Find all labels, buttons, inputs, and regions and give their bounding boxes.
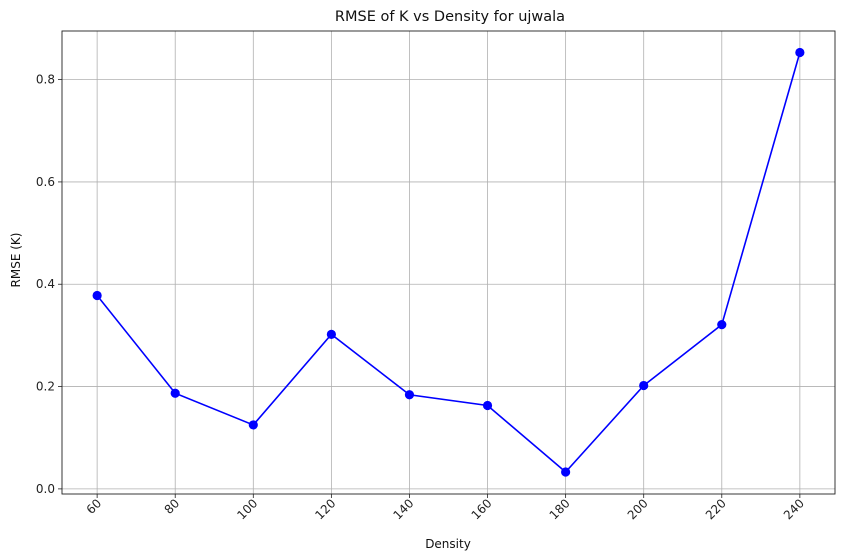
data-point [170, 388, 180, 398]
y-tick-label: 0.2 [36, 380, 55, 394]
data-point [561, 467, 571, 477]
chart-title: RMSE of K vs Density for ujwala [335, 9, 565, 25]
plot-frame [61, 30, 836, 495]
data-point [92, 290, 102, 301]
data-point [248, 420, 258, 430]
y-tick-label: 0.4 [36, 277, 55, 291]
y-tick-label: 0.6 [36, 175, 55, 189]
series-layer [92, 47, 805, 477]
x-axis-label: Density [425, 537, 471, 551]
data-point [404, 390, 415, 400]
data-point [717, 320, 727, 330]
y-axis-label: RMSE (K) [9, 233, 23, 288]
y-tick-label: 0.8 [36, 73, 55, 87]
y-axis: 0.0 0.2 0.4 0.6 0.8 [36, 73, 62, 496]
plot-area [61, 30, 836, 495]
data-point [795, 47, 805, 58]
y-tick-label: 0.0 [36, 482, 55, 496]
data-point [482, 400, 493, 411]
series-line [96, 52, 801, 474]
data-point [639, 380, 649, 391]
data-point [326, 329, 336, 339]
grid [62, 31, 835, 494]
